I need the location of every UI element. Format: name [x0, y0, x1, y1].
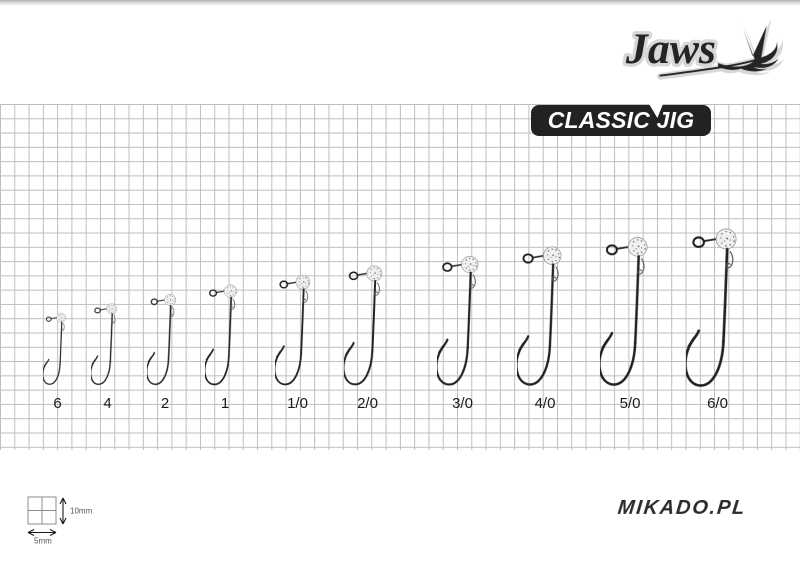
svg-text:10mm: 10mm: [70, 507, 93, 516]
svg-text:Jaws: Jaws: [625, 25, 716, 73]
svg-text:5mm: 5mm: [34, 537, 52, 546]
svg-text:CLASSIC JIG: CLASSIC JIG: [548, 107, 695, 133]
